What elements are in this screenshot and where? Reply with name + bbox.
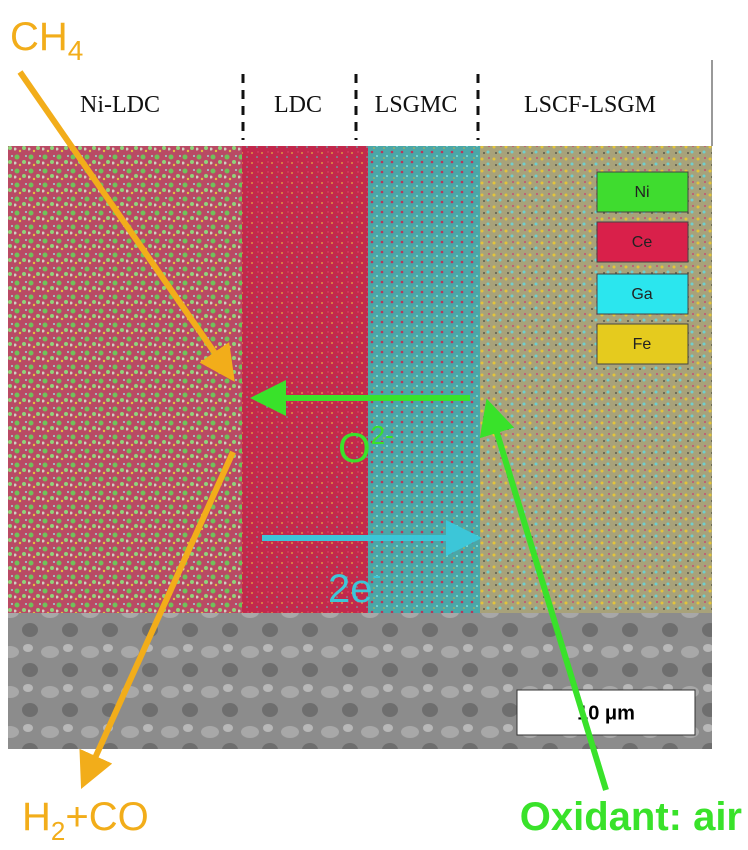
label-part: - [373,560,382,590]
label-part: 2- [371,420,394,450]
legend-label: Fe [633,336,652,353]
label-part: O [338,424,371,471]
legend-label: Ni [634,184,649,201]
label-part: +CO [65,795,148,839]
legend-label: Ce [632,234,653,251]
reactant-label: CH4 [10,15,83,66]
diagram: Ni-LDC LDC LSGMC LSCF-LSGM 10 μm Ni Ce G… [0,0,748,850]
element-map [8,146,712,613]
label-part: 4 [68,35,84,66]
label-part: CH [10,15,68,59]
layer-label: LSGMC [375,92,458,118]
layer-label: LDC [274,92,322,118]
product-label: H2+CO [22,795,149,846]
page: {"header": {"layers": ["Ni-LDC", "LDC", … [0,0,748,850]
oxidant-label: Oxidant: air [520,795,742,839]
label-part: H [22,795,51,839]
legend-label: Ga [631,286,652,303]
layer-label: LSCF-LSGM [524,92,656,118]
label-part: 2 [51,816,65,846]
layer-label: Ni-LDC [80,92,160,118]
label-part: 2e [328,567,373,611]
